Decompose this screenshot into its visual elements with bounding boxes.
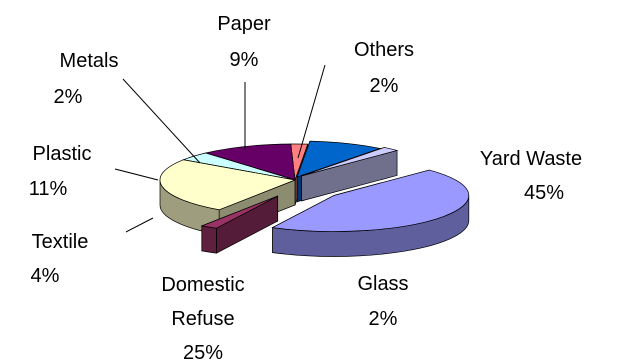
- leader-line-metals: [122, 78, 201, 164]
- label-paper-name: Paper: [217, 13, 271, 35]
- slices-layer: [159, 140, 470, 257]
- label-yard-waste-name: Yard Waste: [480, 148, 582, 170]
- label-metals-name: Metals: [60, 50, 119, 72]
- slice-domestic-refuse-top: [159, 159, 297, 211]
- label-others-percent: 2%: [370, 75, 399, 97]
- leader-line-others: [297, 64, 326, 159]
- leader-line-plastic: [114, 168, 159, 181]
- slice-glass: [200, 195, 279, 254]
- label-glass-percent: 2%: [369, 308, 398, 330]
- label-plastic-percent: 11%: [29, 178, 68, 200]
- slice-yard-waste-top: [271, 169, 470, 232]
- label-textile-percent: 4%: [31, 265, 60, 287]
- label-domestic-refuse-line1: Domestic: [161, 274, 244, 296]
- label-textile-name: Textile: [32, 231, 89, 253]
- label-others-name: Others: [354, 39, 414, 61]
- slice-others-top: [301, 147, 399, 177]
- slice-yard-waste: [271, 169, 470, 257]
- label-domestic-refuse-line2: Refuse: [171, 308, 234, 330]
- label-domestic-refuse-percent: 25%: [183, 342, 223, 362]
- slice-glass-top: [200, 195, 278, 229]
- label-metals-percent: 2%: [54, 86, 83, 108]
- leader-line-textile: [125, 217, 154, 233]
- slice-paper-top: [296, 140, 382, 178]
- slice-labels: Paper 9% Others 2% Metals 2% Plastic 11%…: [29, 13, 582, 362]
- slice-others: [301, 146, 399, 202]
- label-yard-waste-percent: 45%: [524, 182, 564, 204]
- label-plastic-name: Plastic: [33, 143, 92, 165]
- label-glass-name: Glass: [357, 273, 408, 295]
- leader-lines: [114, 64, 326, 233]
- label-paper-percent: 9%: [230, 49, 259, 71]
- slice-glass-wall: [201, 225, 217, 254]
